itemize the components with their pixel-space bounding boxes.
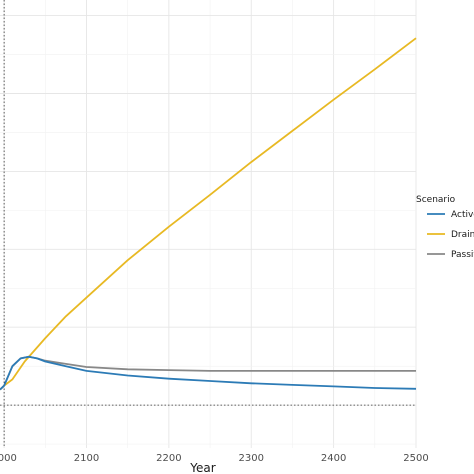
legend-label-passive: Passive	[451, 250, 474, 260]
x-tick-label: 2400	[321, 453, 346, 464]
legend-label-drained: Drained	[451, 230, 474, 240]
x-tick-label: 2300	[239, 453, 264, 464]
x-tick-labels: 2000 2100 2200 2300 2400 2500	[0, 453, 429, 464]
x-axis-title: Year	[189, 461, 215, 474]
series-lines	[0, 37, 417, 391]
legend-label-active: Active	[451, 210, 474, 220]
reference-lines	[0, 0, 416, 448]
series-line-passive	[0, 355, 416, 391]
x-tick-label: 2100	[74, 453, 99, 464]
x-tick-label: 2000	[0, 453, 17, 464]
x-tick-label: 2500	[403, 453, 428, 464]
legend: Scenario Active Drained Passive	[416, 195, 474, 260]
series-line-drained	[0, 37, 417, 391]
legend-title: Scenario	[416, 195, 456, 205]
series-line-active	[0, 355, 417, 391]
x-tick-label: 2200	[156, 453, 181, 464]
